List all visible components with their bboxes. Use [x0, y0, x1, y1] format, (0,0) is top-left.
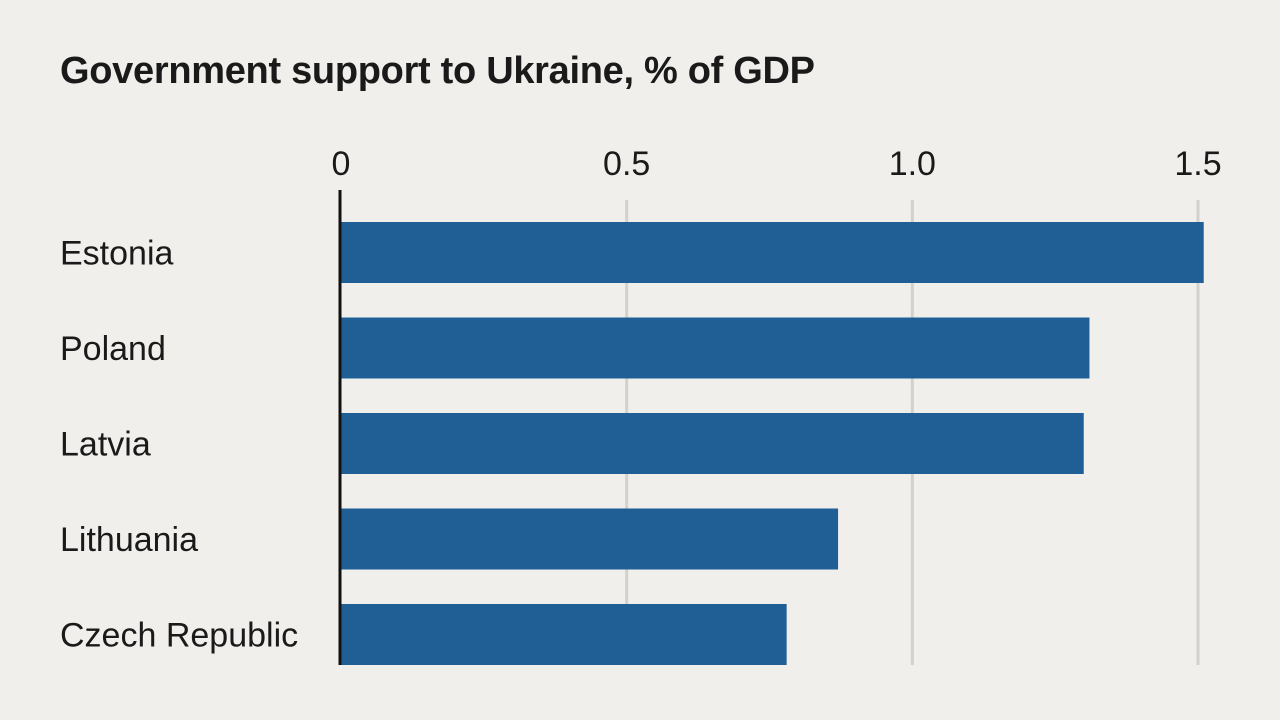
x-axis-ticks: 0 0.5 1.0 1.5	[332, 145, 1222, 183]
category-label: Poland	[60, 330, 166, 368]
chart-title: Government support to Ukraine, % of GDP	[60, 50, 815, 92]
bar	[341, 508, 839, 570]
category-labels: Estonia Poland Latvia Lithuania Czech Republ…	[60, 235, 298, 655]
x-tick-label: 0.5	[603, 145, 650, 183]
bars	[341, 222, 1204, 665]
category-label: Estonia	[60, 235, 173, 273]
x-tick-label: 1.5	[1174, 145, 1221, 183]
bar	[341, 604, 787, 665]
bar	[341, 222, 1204, 283]
x-tick-label: 1.0	[889, 145, 936, 183]
category-label: Czech Republic	[60, 617, 298, 655]
x-tick-label: 0	[332, 145, 351, 183]
bar	[341, 317, 1090, 379]
category-label: Lithuania	[60, 521, 198, 559]
category-label: Latvia	[60, 426, 151, 464]
bar	[341, 413, 1084, 474]
